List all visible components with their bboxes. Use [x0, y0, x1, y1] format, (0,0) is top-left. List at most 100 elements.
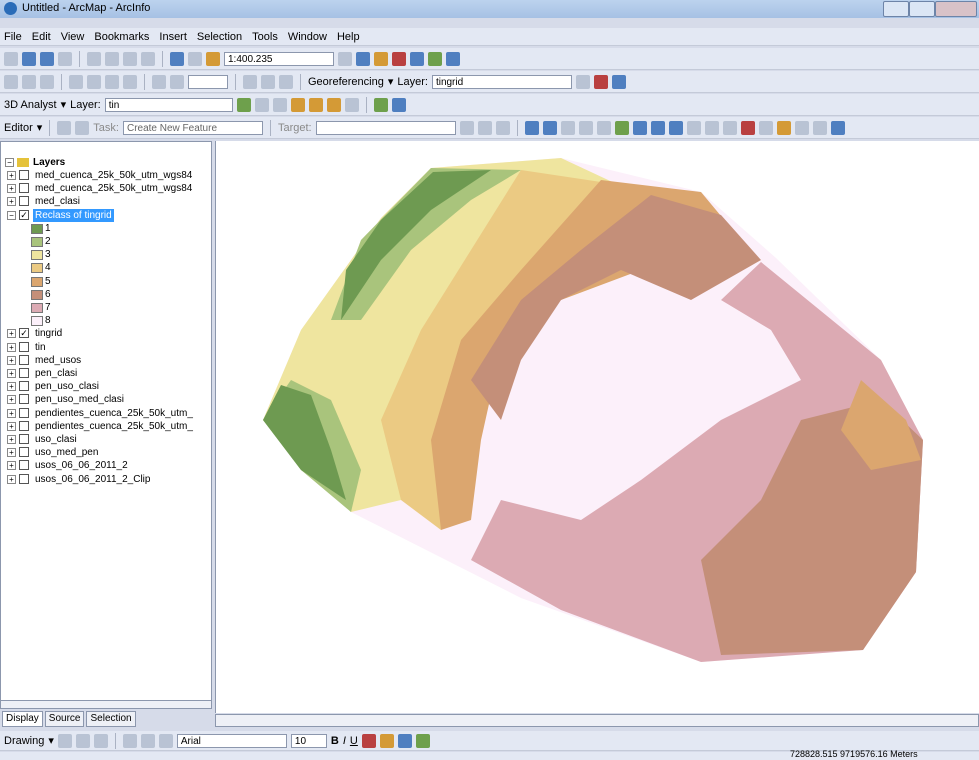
tool-button[interactable] [140, 733, 155, 748]
expander[interactable]: + [7, 408, 16, 418]
toc-tab[interactable]: Source [44, 711, 85, 727]
menu-item[interactable]: Selection [196, 30, 243, 43]
maximize-button[interactable] [909, 1, 935, 17]
expander[interactable]: + [7, 382, 16, 392]
layer-name[interactable]: pen_uso_clasi [35, 381, 99, 393]
size-box[interactable]: 10 [290, 733, 327, 748]
expander[interactable]: + [7, 435, 16, 444]
tool-button[interactable] [261, 74, 275, 89]
menu-item[interactable]: Bookmarks [94, 30, 150, 43]
layer-checkbox[interactable] [19, 420, 29, 431]
editor-menu[interactable]: Editor [4, 121, 33, 134]
layer-checkbox[interactable] [19, 434, 29, 444]
tool-button[interactable] [123, 74, 137, 89]
layer-name[interactable]: usos_06_06_2011_2 [35, 460, 128, 472]
task-box[interactable]: Create New Feature [122, 120, 263, 135]
expander[interactable]: + [7, 395, 16, 405]
tool-button[interactable] [58, 51, 72, 66]
tool-button[interactable] [158, 733, 173, 748]
tool-button[interactable] [57, 120, 72, 135]
tool-button[interactable] [152, 74, 166, 89]
expander[interactable]: + [7, 461, 16, 471]
layer-name[interactable]: pendientes_cuenca_25k_50k_utm_ [35, 420, 193, 432]
layer-name[interactable]: Reclass of tingrid [33, 208, 114, 222]
layer-name[interactable]: usos_06_06_2011_2_Clip [35, 473, 151, 485]
tool-button[interactable] [236, 97, 251, 112]
tool-button[interactable] [391, 97, 406, 112]
tool-button[interactable] [170, 51, 184, 66]
close-button[interactable] [935, 1, 977, 17]
tool-button[interactable] [4, 51, 18, 66]
tool-button[interactable] [93, 733, 108, 748]
zoom-box[interactable] [188, 74, 228, 89]
layer-name[interactable]: pendientes_cuenca_25k_50k_utm_ [35, 407, 193, 419]
menu-item[interactable]: File [4, 30, 22, 43]
tool-button[interactable] [575, 74, 590, 89]
tool-button[interactable] [243, 74, 257, 89]
tool-button[interactable] [361, 733, 376, 748]
tool-button[interactable] [614, 120, 629, 135]
tool-button[interactable] [722, 120, 737, 135]
expander[interactable]: + [7, 184, 16, 194]
expander[interactable]: − [7, 210, 16, 220]
tool-button[interactable] [4, 74, 18, 89]
tool-button[interactable] [397, 733, 412, 748]
tool-button[interactable] [308, 97, 323, 112]
tool-button[interactable] [379, 733, 394, 748]
tool-button[interactable] [279, 74, 293, 89]
tool-button[interactable] [593, 74, 608, 89]
drawing-menu[interactable]: Drawing [4, 734, 45, 747]
layer-checkbox[interactable]: ✓ [19, 209, 29, 220]
expander[interactable]: + [7, 342, 16, 352]
layer-checkbox[interactable] [19, 460, 29, 471]
layer-box[interactable]: tingrid [431, 74, 572, 89]
tool-button[interactable] [794, 120, 809, 135]
toc-scrollbar[interactable] [0, 700, 212, 709]
target-box[interactable] [315, 120, 456, 135]
expander[interactable]: + [7, 474, 16, 484]
tool-button[interactable] [356, 51, 370, 66]
tool-button[interactable] [40, 51, 54, 66]
tool-button[interactable] [105, 51, 119, 66]
tool-button[interactable] [392, 51, 406, 66]
tool-button[interactable] [338, 51, 352, 66]
tool-button[interactable] [344, 97, 359, 112]
layer-checkbox[interactable] [19, 407, 29, 418]
tool-button[interactable] [459, 120, 474, 135]
menu-item[interactable]: Insert [159, 30, 187, 43]
layer-name[interactable]: med_cuenca_25k_50k_utm_wgs84 [35, 170, 193, 181]
tool-button[interactable] [596, 120, 611, 135]
font-box[interactable]: Arial [176, 733, 287, 748]
tool-button[interactable] [524, 120, 539, 135]
tool-button[interactable] [776, 120, 791, 135]
tool-button[interactable] [410, 51, 424, 66]
tool-button[interactable] [415, 733, 430, 748]
layer-checkbox[interactable]: ✓ [19, 328, 29, 339]
map-scrollbar[interactable] [215, 714, 979, 727]
expander[interactable]: + [7, 448, 16, 458]
tool-button[interactable] [57, 733, 72, 748]
bold-button[interactable]: B [330, 734, 339, 747]
tool-button[interactable] [326, 97, 341, 112]
tool-button[interactable] [272, 97, 287, 112]
layer-name[interactable]: med_usos [35, 354, 82, 366]
expander[interactable]: + [7, 369, 16, 378]
tool-button[interactable] [87, 74, 101, 89]
menu-item[interactable]: Tools [252, 30, 278, 43]
tool-button[interactable] [290, 97, 305, 112]
tool-button[interactable] [170, 74, 184, 89]
tool-button[interactable] [105, 74, 119, 89]
tool-button[interactable] [254, 97, 269, 112]
tool-button[interactable] [495, 120, 510, 135]
tool-button[interactable] [206, 51, 220, 66]
layer-name[interactable]: pen_uso_med_clasi [35, 394, 124, 406]
layer-checkbox[interactable] [19, 394, 29, 405]
menu-item[interactable]: Window [287, 30, 327, 43]
tool-button[interactable] [188, 51, 202, 66]
tool-button[interactable] [69, 74, 83, 89]
tool-button[interactable] [428, 51, 442, 66]
tool-button[interactable] [374, 51, 388, 66]
tool-button[interactable] [122, 733, 137, 748]
layer-checkbox[interactable] [19, 368, 29, 378]
minimize-button[interactable] [883, 1, 909, 17]
